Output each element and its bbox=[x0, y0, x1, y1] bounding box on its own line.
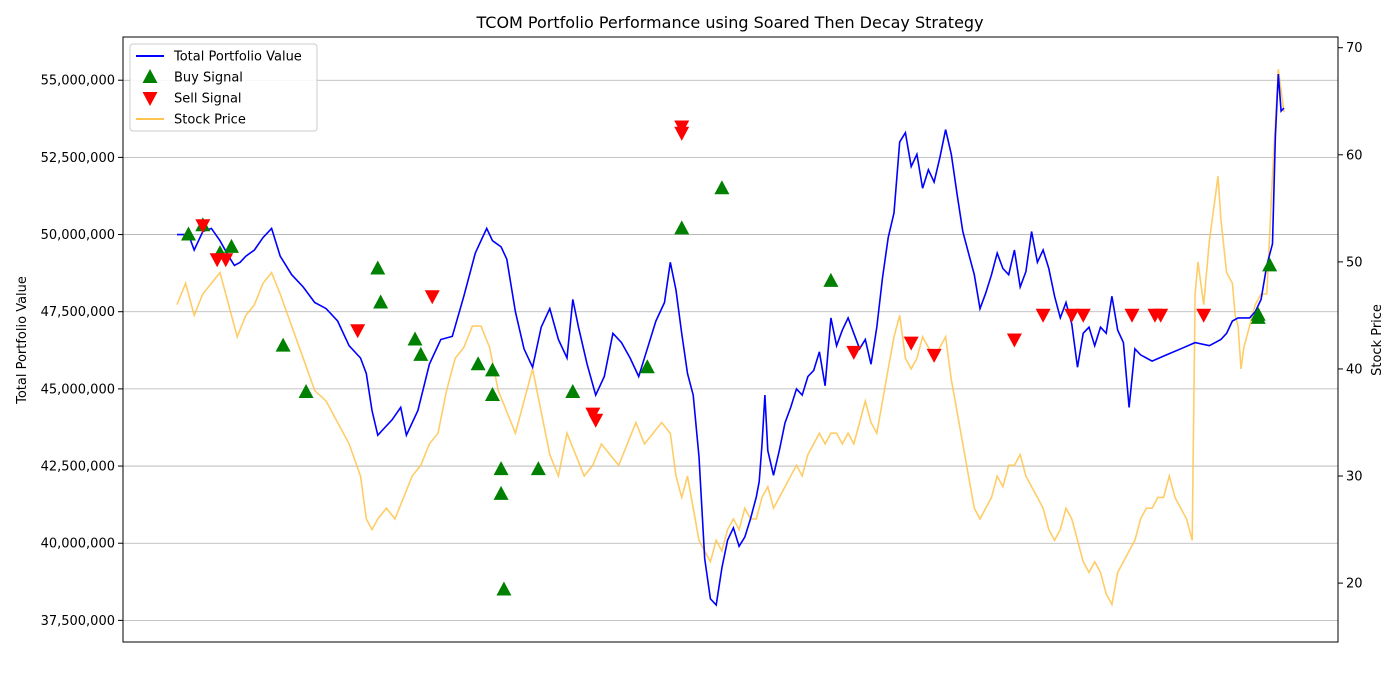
y2-tick-label: 70 bbox=[1346, 41, 1363, 56]
sell-signal-marker bbox=[1075, 308, 1091, 323]
y2-tick-label: 60 bbox=[1346, 148, 1363, 163]
buy-signal-marker bbox=[407, 331, 423, 346]
buy-signal-marker bbox=[1250, 309, 1266, 324]
y-axis-right: 20 30 40 50 60 70 bbox=[1338, 41, 1363, 592]
sell-signal-marker bbox=[424, 290, 440, 305]
sell-signal-marker bbox=[195, 219, 211, 234]
buy-signal-marker bbox=[530, 461, 546, 476]
y-tick-label: 42,500,000 bbox=[41, 460, 115, 475]
grid-layer bbox=[123, 79, 1338, 621]
sell-signal-marker bbox=[846, 345, 862, 360]
buy-signal-marker bbox=[823, 272, 839, 287]
sell-signal-marker bbox=[1153, 308, 1169, 323]
y2-tick-label: 40 bbox=[1346, 362, 1363, 377]
legend-swatch-buy bbox=[142, 69, 158, 83]
legend-swatch-sell bbox=[142, 92, 158, 106]
stock-price-layer bbox=[176, 68, 1285, 607]
y-axis-left: 37,500,000 40,000,000 42,500,000 45,000,000… bbox=[41, 74, 123, 629]
buy-signal-marker bbox=[413, 346, 429, 361]
buy-signal-marker bbox=[298, 383, 314, 398]
y2-tick-label: 20 bbox=[1346, 577, 1363, 592]
y-tick-label: 45,000,000 bbox=[41, 382, 115, 397]
buy-signal-marker bbox=[275, 337, 291, 352]
buy-signal-marker bbox=[496, 581, 512, 596]
legend-label: Stock Price bbox=[174, 113, 246, 128]
chart-title: TCOM Portfolio Performance using Soared … bbox=[475, 13, 983, 32]
sell-signal-marker bbox=[926, 348, 942, 363]
buy-signal-marker bbox=[223, 238, 239, 253]
legend: Total Portfolio Value Buy Signal Sell Sign… bbox=[129, 43, 318, 132]
sell-signal-marker bbox=[218, 253, 234, 268]
y2-tick-label: 50 bbox=[1346, 255, 1363, 270]
signal-layer bbox=[180, 120, 1278, 596]
buy-signal-marker bbox=[493, 461, 509, 476]
sell-signal-marker bbox=[588, 413, 604, 428]
portfolio-value-line bbox=[177, 73, 1285, 607]
plot-frame bbox=[122, 36, 1339, 643]
y2-axis-title: Stock Price bbox=[1370, 304, 1385, 376]
buy-signal-marker bbox=[484, 362, 500, 377]
sell-signal-marker bbox=[1064, 308, 1080, 323]
sell-signal-marker bbox=[1006, 333, 1022, 348]
buy-signal-marker bbox=[1262, 257, 1278, 272]
legend-label: Total Portfolio Value bbox=[173, 50, 302, 65]
legend-box bbox=[129, 43, 318, 132]
legend-label: Buy Signal bbox=[174, 71, 243, 86]
buy-signal-marker bbox=[470, 356, 486, 371]
portfolio-value-layer bbox=[177, 73, 1285, 607]
y-tick-label: 40,000,000 bbox=[41, 537, 115, 552]
buy-signal-marker bbox=[493, 485, 509, 500]
buy-signal-marker bbox=[674, 220, 690, 235]
y-tick-label: 55,000,000 bbox=[41, 74, 115, 89]
buy-signal-marker bbox=[373, 294, 389, 309]
buy-signal-marker bbox=[714, 180, 730, 195]
y-tick-label: 52,500,000 bbox=[41, 151, 115, 166]
y-tick-label: 50,000,000 bbox=[41, 228, 115, 243]
buy-signal-marker bbox=[484, 387, 500, 402]
buy-signal-marker bbox=[370, 260, 386, 275]
sell-signal-marker bbox=[1196, 308, 1212, 323]
sell-signal-marker bbox=[903, 336, 919, 351]
sell-signal-marker bbox=[1035, 308, 1051, 323]
y2-tick-label: 30 bbox=[1346, 470, 1363, 485]
buy-signal-marker bbox=[180, 226, 196, 241]
sell-signal-marker bbox=[674, 126, 690, 141]
sell-signal-marker bbox=[350, 324, 366, 339]
buy-signal-marker bbox=[639, 359, 655, 374]
buy-signal-marker bbox=[565, 383, 581, 398]
y-tick-label: 37,500,000 bbox=[41, 614, 115, 629]
stock-price-line bbox=[176, 68, 1285, 607]
legend-label: Sell Signal bbox=[174, 92, 242, 107]
y-tick-label: 47,500,000 bbox=[41, 305, 115, 320]
y-axis-title: Total Portfolio Value bbox=[15, 276, 30, 405]
sell-signal-marker bbox=[1124, 308, 1140, 323]
